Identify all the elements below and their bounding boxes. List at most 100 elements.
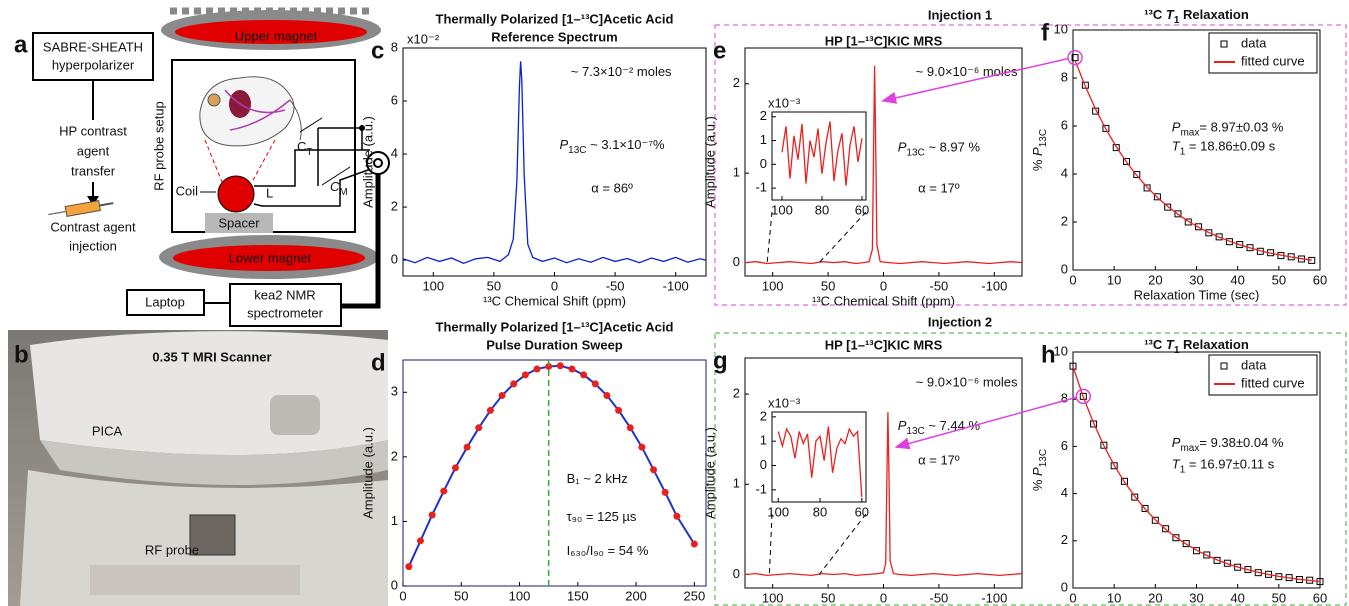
label-part: C: [330, 179, 340, 194]
text-part: 1: [1174, 345, 1180, 356]
y-tick-label: 1: [760, 433, 767, 448]
point: [556, 362, 564, 370]
x-tick-label: 60: [855, 504, 869, 519]
y-axis-label: % P13C: [1030, 129, 1048, 171]
x-tick-label: 80: [813, 504, 827, 519]
y-tick-label: -1: [755, 180, 767, 195]
text-part: T: [1166, 337, 1175, 352]
point: [545, 362, 553, 370]
panel-letter: e: [713, 37, 726, 64]
x-tick-label: 50: [821, 278, 835, 293]
text-part: ~ 8.97 %: [925, 140, 981, 155]
series-line: [777, 426, 863, 498]
x-tick-label: 60: [1313, 272, 1327, 287]
highlight: [1067, 49, 1083, 66]
y-tick-label: 6: [1061, 438, 1068, 453]
y-tick-label: 1: [760, 132, 767, 147]
y-tick-label: 2: [1061, 532, 1068, 547]
y-tick-label: 0: [733, 254, 740, 269]
text-part: P: [1172, 435, 1181, 450]
scale-label: x10⁻³: [768, 395, 801, 410]
point: [1090, 420, 1098, 428]
laptop-box: [126, 289, 205, 316]
point: [1164, 203, 1172, 211]
box-label: kea2 NMR: [254, 287, 315, 302]
point: [580, 371, 588, 379]
legend-label: data: [1241, 357, 1267, 372]
zoom-line: [251, 139, 276, 183]
series-line: [1072, 366, 1321, 583]
text-part: Relaxation: [1179, 7, 1248, 22]
annotation: ~ 9.0×10⁻⁶ moles: [916, 375, 1018, 390]
point: [521, 371, 529, 379]
point: [626, 424, 634, 432]
panel-b: b 0.35 T MRI Scanner PICA RF probe: [8, 330, 388, 606]
y-tick-label: 10: [1054, 343, 1068, 358]
point: [1151, 516, 1159, 524]
point: [1100, 441, 1108, 449]
x-tick-label: 20: [1148, 590, 1162, 605]
point: [405, 563, 413, 571]
step-label: agent: [77, 143, 110, 158]
spacer: [205, 213, 273, 233]
text-part: 1: [1180, 146, 1186, 157]
y-tick-label: 4: [391, 145, 398, 160]
x-tick-label: 40: [1230, 272, 1244, 287]
text-part: 1: [1174, 15, 1180, 26]
x-tick-label: 250: [683, 588, 705, 603]
point: [603, 392, 611, 400]
point: [498, 392, 506, 400]
circuit: [253, 169, 369, 207]
y-tick-label: 8: [1061, 69, 1068, 84]
mouse-tail: [289, 99, 302, 141]
y-tick-label: 0: [733, 566, 740, 581]
coil-label: Coil: [176, 183, 199, 198]
point: [428, 511, 436, 519]
x-tick-label: -100: [981, 278, 1007, 293]
chart-title: Thermally Polarized [1–¹³C]Acetic Acid: [436, 11, 674, 26]
y-tick-label: 3: [391, 384, 398, 399]
cable: [341, 174, 381, 309]
legend-swatch: [1220, 40, 1228, 48]
box-label: SABRE-SHEATH: [43, 39, 143, 54]
point: [1120, 477, 1128, 485]
highlight: [1075, 388, 1092, 405]
text-part: I₆₃₀/I₉₀ = 54 %: [567, 544, 649, 559]
scale-label: x10⁻³: [768, 95, 801, 110]
y-tick-label: 10: [1054, 21, 1068, 36]
x-tick-label: 10: [1107, 272, 1121, 287]
brand-label: PICA: [92, 423, 123, 438]
annotation: ~ 7.3×10⁻² moles: [571, 65, 672, 80]
text-part: 13C: [906, 426, 924, 437]
y-axis-label: Amplitude (a.u.): [702, 427, 717, 519]
x-tick-label: 100: [422, 278, 444, 293]
y-axis-label: % P13C: [1030, 449, 1048, 491]
chart-title: ¹³C T1 Relaxation: [1144, 337, 1249, 355]
x-tick-label: 50: [1272, 272, 1286, 287]
chart-title: Thermally Polarized [1–¹³C]Acetic Acid: [436, 319, 674, 334]
text-part: B₁ ~ 2 kHz: [567, 471, 628, 486]
point: [1205, 229, 1213, 237]
point: [440, 487, 448, 495]
panel-letter: c: [371, 37, 384, 64]
point: [661, 488, 669, 496]
syringe-needle: [48, 210, 67, 216]
component-label: CT: [297, 139, 313, 157]
y-tick-label: 2: [733, 75, 740, 90]
point: [1153, 193, 1161, 201]
y-axis-label: Amplitude (a.u.): [360, 427, 375, 519]
text-part: P: [1030, 147, 1045, 156]
annotation: T1 = 16.97±0.11 s: [1172, 457, 1275, 475]
y-tick-label: 0: [391, 577, 398, 592]
x-tick-label: 0: [1069, 272, 1076, 287]
point: [638, 443, 646, 451]
text-part: = 8.97±0.03 %: [1199, 120, 1284, 135]
point: [690, 540, 698, 548]
series-line: [744, 412, 1023, 577]
legend-box: [1208, 32, 1318, 74]
x-tick-label: 10: [1107, 590, 1121, 605]
x-tick-label: -50: [930, 278, 949, 293]
text-part: = 18.86±0.09 s: [1185, 139, 1275, 154]
annotation: ~ 9.0×10⁻⁶ moles: [916, 65, 1018, 80]
x-tick-label: 60: [855, 202, 869, 217]
